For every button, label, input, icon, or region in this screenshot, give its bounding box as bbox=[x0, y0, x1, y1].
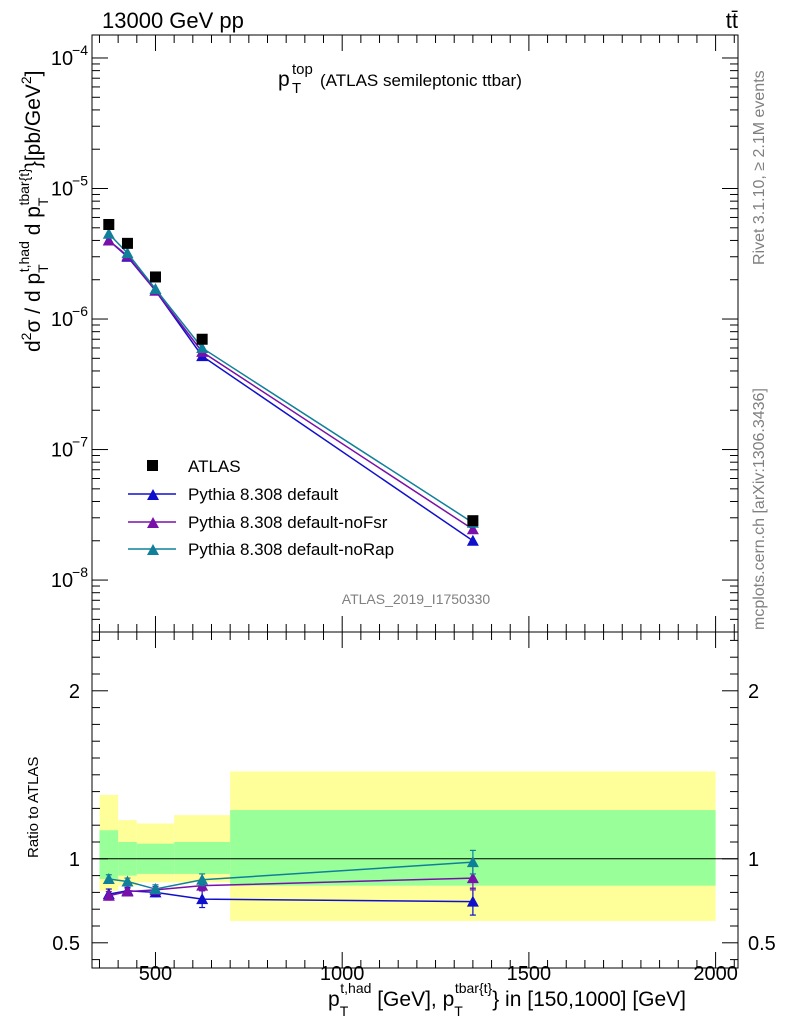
ratio-y-tick-label-left: 1 bbox=[69, 849, 80, 871]
main-y-tick-label: 10 bbox=[51, 570, 73, 592]
ratio-series-point-2 bbox=[466, 856, 479, 868]
ratio-series-point-1 bbox=[466, 872, 479, 884]
analysis-watermark: ATLAS_2019_I1750330 bbox=[342, 591, 491, 607]
ratio-series-point-1 bbox=[102, 889, 115, 901]
ratio-y-tick-label-left: 0.5 bbox=[52, 933, 80, 955]
main-series-point-2 bbox=[466, 523, 479, 535]
x-axis-label: pTt,had [GeV], pTtbar{t}} in [150,1000] … bbox=[328, 980, 686, 1019]
legend-label-nofsr: Pythia 8.308 default-noFsr bbox=[188, 513, 388, 532]
main-series-point-3 bbox=[102, 227, 115, 239]
legend-marker-nofsr bbox=[147, 517, 159, 528]
header-left: 13000 GeV pp bbox=[102, 8, 244, 33]
main-data-point bbox=[196, 333, 208, 345]
ratio-series-point-2 bbox=[102, 872, 115, 884]
ratio-series-point-0 bbox=[466, 895, 479, 907]
ratio-band-inner-3 bbox=[174, 842, 231, 874]
legend-label-atlas: ATLAS bbox=[188, 457, 241, 476]
ratio-frame bbox=[91, 631, 739, 969]
ratio-y-tick-label-right: 1 bbox=[748, 849, 759, 871]
ratio-x-tick-label: 1000 bbox=[320, 963, 365, 985]
ratio-y-tick-label-right: 0.5 bbox=[748, 933, 776, 955]
ratio-x-tick-label: 500 bbox=[139, 963, 172, 985]
main-series-point-2 bbox=[102, 234, 115, 246]
legend-marker-default bbox=[147, 489, 159, 500]
ratio-y-axis-label: Ratio to ATLAS bbox=[25, 757, 42, 858]
main-data-point bbox=[103, 218, 115, 230]
main-series-point-3 bbox=[121, 247, 134, 259]
plot-title-rest: (ATLAS semileptonic ttbar) bbox=[320, 71, 522, 90]
main-y-axis-label-text: d2σ / d pTt,had d pTtbar{t}}[pb/GeV2] bbox=[16, 70, 51, 352]
legend-marker-norap bbox=[147, 544, 159, 555]
ratio-series-point-1 bbox=[121, 885, 134, 897]
main-series-point-3 bbox=[196, 341, 209, 353]
main-series-point-3 bbox=[149, 282, 162, 294]
ratio-panel: 500 1000 1500 2000 2 2 1 1 0.5 0.5 bbox=[52, 631, 776, 985]
ratio-y-tick-label-left: 2 bbox=[69, 681, 80, 703]
ratio-series-point-2 bbox=[149, 883, 162, 895]
main-y-tick-exponent: −4 bbox=[72, 42, 88, 58]
ratio-band-inner-0 bbox=[99, 830, 119, 879]
legend: ATLAS Pythia 8.308 default Pythia 8.308 … bbox=[128, 457, 394, 559]
main-y-tick-exponent: −8 bbox=[72, 564, 88, 580]
main-y-tick-exponent: −7 bbox=[72, 434, 88, 450]
mcplots-side-text: mcplots.cern.ch [arXiv:1306.3436] bbox=[751, 388, 768, 630]
main-y-tick-label: 10 bbox=[51, 48, 73, 70]
main-data-point bbox=[149, 271, 161, 283]
ratio-x-tick-label: 2000 bbox=[693, 963, 738, 985]
legend-label-default: Pythia 8.308 default bbox=[188, 485, 339, 504]
plot-title-main: p bbox=[278, 68, 290, 91]
main-y-tick-label: 10 bbox=[51, 309, 73, 331]
ratio-y-tick-label-right: 2 bbox=[748, 681, 759, 703]
ratio-series-point-2 bbox=[121, 875, 134, 887]
plot-title: p top T (ATLAS semileptonic ttbar) bbox=[278, 61, 522, 97]
header-right: tt̄ bbox=[726, 8, 738, 33]
main-y-tick-label: 10 bbox=[51, 440, 73, 462]
main-series-line-3 bbox=[108, 233, 474, 524]
plot-title-sub: T bbox=[292, 80, 301, 97]
main-y-axis-label: d2σ / d pTt,had d pTtbar{t}}[pb/GeV2] bbox=[16, 70, 51, 352]
main-series-point-1 bbox=[466, 534, 479, 546]
main-y-tick-exponent: −6 bbox=[72, 303, 88, 319]
x-axis-label-text: pTt,had [GeV], pTtbar{t}} in [150,1000] … bbox=[328, 980, 686, 1019]
ratio-series-point-2 bbox=[196, 873, 209, 885]
legend-marker-atlas bbox=[147, 460, 158, 471]
main-data-point bbox=[467, 515, 479, 527]
plot-title-sup: top bbox=[292, 61, 313, 78]
main-y-tick-exponent: −5 bbox=[72, 173, 88, 189]
main-panel: 10−410−510−610−710−8 bbox=[51, 34, 739, 633]
legend-label-norap: Pythia 8.308 default-noRap bbox=[188, 540, 394, 559]
main-y-tick-label: 10 bbox=[51, 179, 73, 201]
ratio-series-point-0 bbox=[196, 893, 209, 905]
ratio-x-tick-label: 1500 bbox=[507, 963, 552, 985]
rivet-side-text: Rivet 3.1.10, ≥ 2.1M events bbox=[751, 70, 768, 265]
main-data-point bbox=[121, 237, 133, 249]
